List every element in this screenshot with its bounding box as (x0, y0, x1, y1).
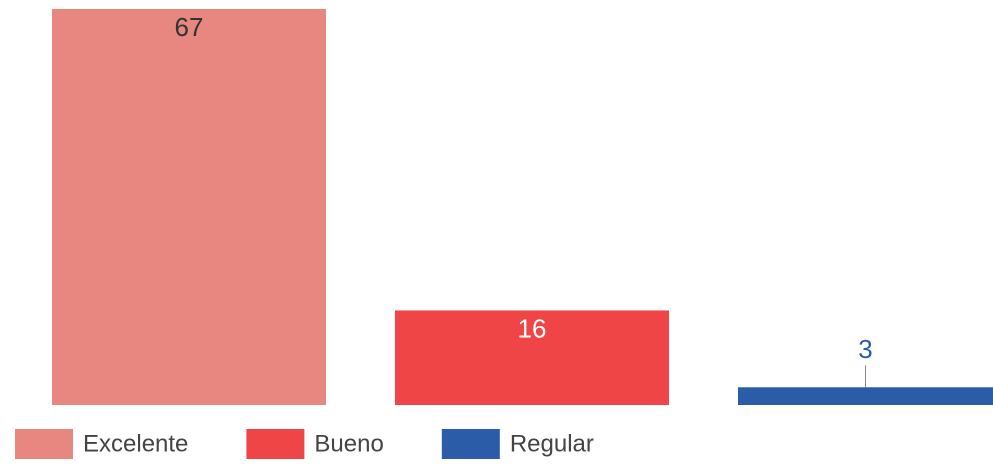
legend-label: Bueno (314, 430, 383, 457)
legend-swatch (246, 429, 305, 459)
bar (395, 310, 669, 405)
legend-swatch (15, 429, 73, 459)
legend-swatch (441, 429, 500, 459)
bar (738, 387, 993, 405)
legend-label: Excelente (83, 430, 188, 457)
data-label: 67 (175, 12, 204, 42)
data-label: 16 (518, 313, 547, 343)
data-label: 3 (858, 334, 872, 364)
bar (52, 9, 326, 405)
legend-label: Regular (510, 430, 594, 457)
